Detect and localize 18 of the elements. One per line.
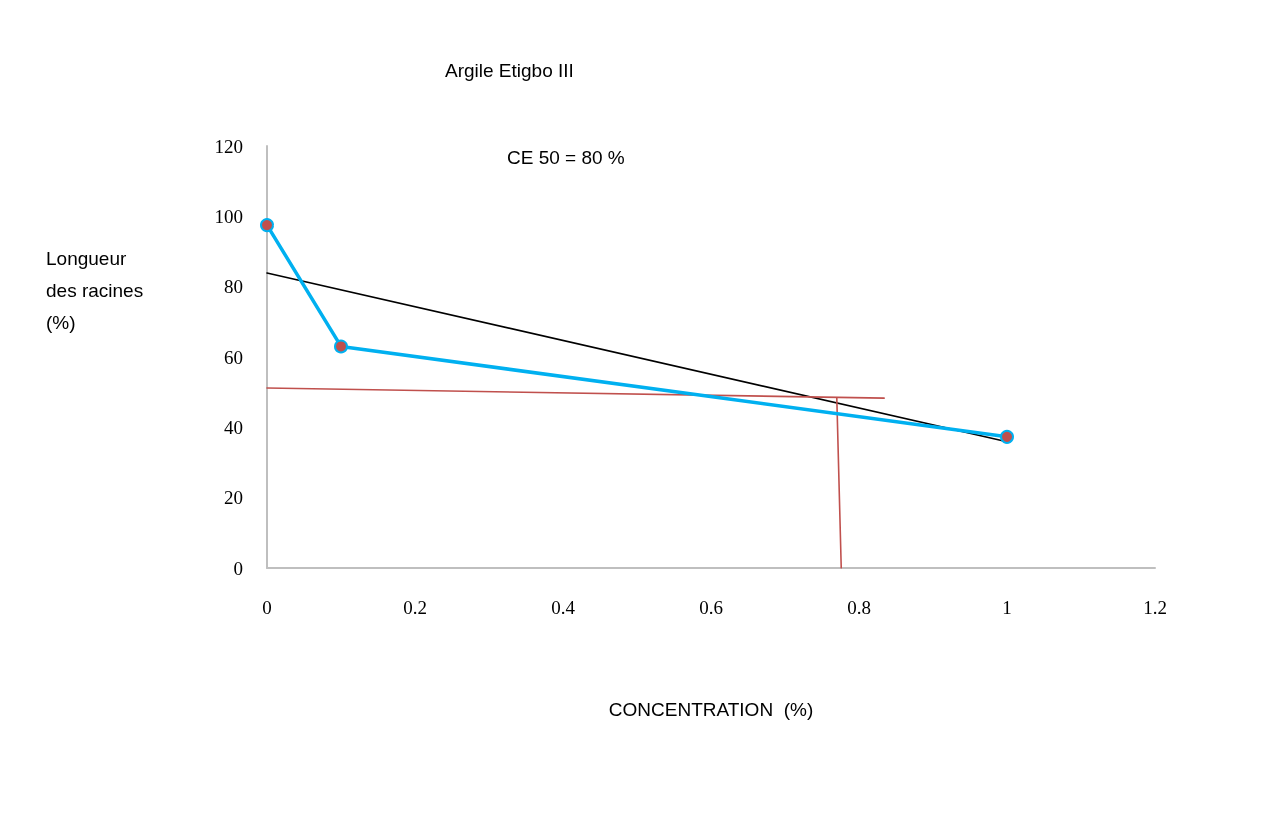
y-tick-label: 80 (224, 276, 243, 298)
y-axis-title: Longueur des racines (%) (46, 247, 144, 333)
x-axis-title: CONCENTRATION (%) (608, 699, 814, 720)
y-tick-label: 120 (214, 135, 243, 157)
y-tick-label: 60 (224, 346, 243, 368)
y-tick-label: 0 (233, 557, 243, 579)
x-tick-label: 0 (262, 597, 272, 618)
x-tick-label: 1.2 (1143, 597, 1167, 618)
x-tick-label: 1 (1002, 597, 1012, 618)
x-tick-label: 0.8 (847, 597, 871, 618)
y-tick-label: 100 (214, 205, 243, 227)
chart-title: Argile Etigbo III (445, 60, 574, 81)
x-tick-label: 0.2 (403, 597, 427, 618)
x-tick-label: 0.4 (551, 597, 576, 618)
annotation: CE 50 = 80 % (507, 147, 625, 168)
y-tick-label: 40 (224, 416, 243, 438)
y-tick-label: 20 (224, 487, 243, 509)
x-tick-label: 0.6 (699, 597, 723, 618)
